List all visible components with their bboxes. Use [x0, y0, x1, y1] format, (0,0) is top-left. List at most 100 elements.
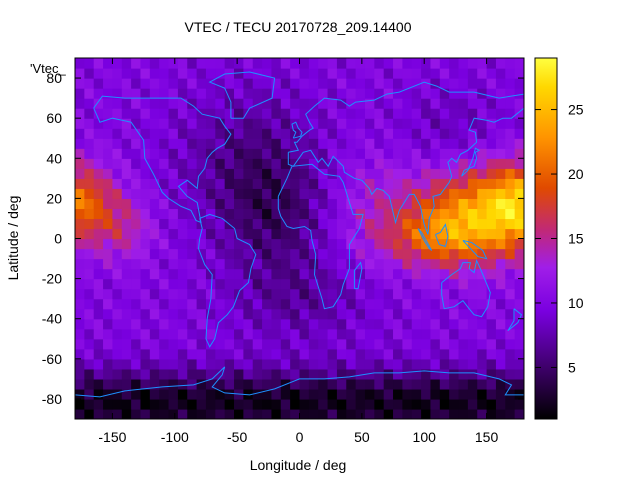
heatmap-cell — [205, 408, 216, 419]
heatmap-cell — [149, 328, 160, 340]
heatmap-cell — [271, 128, 282, 139]
heatmap-cell — [280, 178, 291, 189]
heatmap-cell — [131, 298, 142, 310]
heatmap-cell — [402, 318, 413, 330]
heatmap-cell — [486, 348, 497, 360]
heatmap-cell — [224, 258, 235, 270]
heatmap-cell — [495, 408, 506, 419]
heatmap-cell — [215, 318, 226, 330]
heatmap-cell — [327, 148, 338, 159]
heatmap-cell — [243, 278, 254, 290]
heatmap-cell — [177, 188, 188, 199]
heatmap-cell — [411, 118, 422, 129]
heatmap-cell — [346, 178, 357, 189]
heatmap-cell — [196, 238, 207, 250]
heatmap-cell — [514, 338, 524, 350]
heatmap-cell — [458, 348, 469, 360]
heatmap-cell — [252, 168, 263, 179]
heatmap-cell — [121, 358, 132, 370]
heatmap-cell — [486, 378, 497, 390]
heatmap-cell — [374, 308, 385, 320]
heatmap-cell — [234, 148, 244, 159]
heatmap-cell — [84, 338, 95, 350]
heatmap-cell — [215, 98, 226, 109]
heatmap-cell — [421, 178, 432, 189]
heatmap-cell — [224, 308, 235, 320]
heatmap-cell — [505, 358, 516, 370]
heatmap-cell — [215, 358, 226, 370]
heatmap-cell — [121, 408, 132, 419]
heatmap-cell — [393, 328, 403, 340]
heatmap-cell — [346, 68, 357, 79]
heatmap-cell — [467, 288, 478, 300]
heatmap-cell — [421, 258, 432, 270]
heatmap-cell — [262, 348, 273, 360]
heatmap-cell — [477, 378, 488, 390]
heatmap-cell — [234, 348, 244, 360]
heatmap-cell — [187, 258, 198, 270]
heatmap-cell — [93, 298, 104, 310]
heatmap-cell — [346, 188, 357, 199]
heatmap-cell — [205, 88, 216, 99]
heatmap-cell — [299, 168, 310, 179]
heatmap-cell — [205, 398, 216, 410]
heatmap-cell — [458, 138, 469, 149]
heatmap-cell — [505, 368, 516, 380]
heatmap-cell — [430, 308, 441, 320]
heatmap-cell — [187, 198, 198, 210]
heatmap-cell — [252, 378, 263, 390]
y-axis-label: Latitude / deg — [5, 196, 21, 281]
heatmap-cell — [327, 198, 338, 210]
heatmap-cell — [84, 378, 95, 390]
heatmap-cell — [75, 188, 85, 199]
heatmap-cell — [84, 398, 95, 410]
heatmap-cell — [458, 398, 469, 410]
heatmap-cell — [159, 138, 170, 149]
heatmap-cell — [75, 238, 85, 250]
heatmap-cell — [374, 168, 385, 179]
heatmap-cell — [402, 218, 413, 230]
heatmap-cell — [215, 278, 226, 290]
heatmap-cell — [243, 78, 254, 89]
heatmap-cell — [131, 398, 142, 410]
heatmap-cell — [336, 308, 347, 320]
heatmap-cell — [411, 358, 422, 370]
heatmap-cell — [421, 128, 432, 139]
heatmap-cell — [140, 198, 151, 210]
heatmap-cell — [224, 348, 235, 360]
heatmap-cell — [205, 188, 216, 199]
heatmap-cell — [168, 78, 179, 89]
heatmap-cell — [374, 148, 385, 159]
heatmap-cell — [495, 238, 506, 250]
heatmap-cell — [262, 98, 273, 109]
heatmap-cell — [271, 408, 282, 419]
heatmap-cell — [112, 388, 123, 400]
heatmap-cell — [383, 288, 394, 300]
heatmap-cell — [215, 128, 226, 139]
heatmap-cell — [252, 118, 263, 129]
heatmap-cell — [383, 118, 394, 129]
coastline — [208, 71, 276, 119]
heatmap-cell — [103, 398, 114, 410]
heatmap-cell — [196, 378, 207, 390]
heatmap-cell — [159, 288, 170, 300]
heatmap-cell — [140, 278, 151, 290]
heatmap-cell — [121, 338, 132, 350]
heatmap-cell — [177, 408, 188, 419]
heatmap-cell — [336, 148, 347, 159]
heatmap-cell — [393, 228, 403, 240]
heatmap-cell — [374, 368, 385, 380]
heatmap-cell — [168, 88, 179, 99]
heatmap-cell — [234, 378, 244, 390]
coastline — [461, 147, 481, 177]
heatmap-cell — [75, 228, 85, 240]
heatmap-cell — [495, 108, 506, 119]
heatmap-cell — [346, 208, 357, 220]
heatmap-cell — [262, 368, 273, 380]
heatmap-cell — [364, 278, 375, 290]
heatmap-cell — [336, 398, 347, 410]
heatmap-cell — [318, 198, 329, 210]
heatmap-cell — [393, 58, 403, 69]
heatmap-cell — [280, 98, 291, 109]
